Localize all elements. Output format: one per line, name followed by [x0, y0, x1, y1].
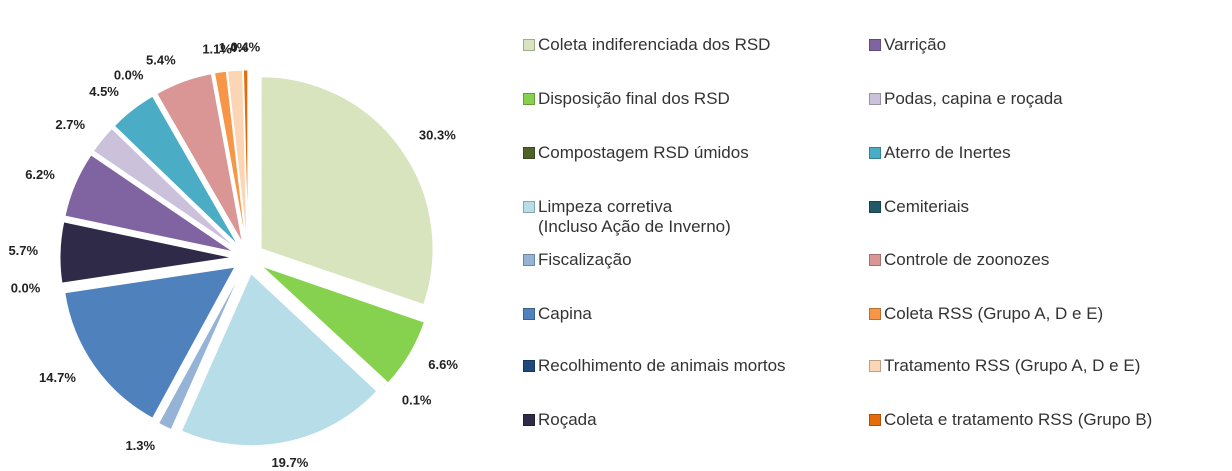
legend-item: Coleta RSS (Grupo A, D e E): [869, 304, 1103, 324]
pie-slice: [261, 265, 426, 384]
data-label: 14.7%: [39, 370, 76, 385]
data-label: 1.1%: [202, 42, 232, 57]
legend-item: Cemiteriais: [869, 197, 969, 217]
legend-swatch: [869, 308, 881, 320]
data-label: 0.0%: [114, 67, 144, 82]
pie-slice: [259, 268, 387, 388]
legend-swatch: [523, 308, 535, 320]
data-label: 0.0%: [11, 281, 41, 296]
legend-item: Recolhimento de animais mortos: [523, 356, 786, 376]
legend-label: Tratamento RSS (Grupo A, D e E): [884, 356, 1141, 375]
data-label: 6.6%: [428, 357, 458, 372]
pie-slice: [59, 221, 233, 284]
pie-slice: [64, 266, 236, 419]
legend-item: Tratamento RSS (Grupo A, D e E): [869, 356, 1140, 376]
pie-slice: [260, 76, 434, 306]
legend-swatch: [869, 93, 881, 105]
legend-label: Limpeza corretiva (Incluso Ação de Inver…: [538, 197, 731, 236]
data-label: 1.4%: [219, 40, 249, 55]
legend-label: Aterro de Inertes: [884, 143, 1011, 162]
legend-swatch: [523, 93, 535, 105]
pie-slice: [226, 69, 248, 243]
pie-slice: [113, 95, 239, 246]
legend-item: Varrição: [869, 35, 946, 55]
legend-item: Limpeza corretiva (Incluso Ação de Inver…: [523, 197, 731, 237]
legend-label: Coleta e tratamento RSS (Grupo B): [884, 410, 1153, 429]
pie-slice: [92, 127, 236, 249]
legend-label: Podas, capina e roçada: [884, 89, 1063, 108]
legend-swatch: [869, 254, 881, 266]
pie-slice: [242, 69, 249, 243]
data-label: 30.3%: [419, 127, 456, 142]
legend-swatch: [869, 360, 881, 372]
legend-swatch: [523, 254, 535, 266]
legend-label: Fiscalização: [538, 250, 632, 269]
legend-label: Capina: [538, 304, 592, 323]
legend-label: Controle de zoonozes: [884, 250, 1050, 269]
legend-item: Disposição final dos RSD: [523, 89, 730, 109]
legend-label: Coleta RSS (Grupo A, D e E): [884, 304, 1104, 323]
pie-slice: [64, 154, 234, 253]
data-label: 5.7%: [8, 243, 38, 258]
data-label: 4.5%: [89, 84, 119, 99]
legend-label: Compostagem RSD úmidos: [538, 143, 749, 162]
data-label: 5.4%: [146, 52, 176, 67]
legend-item: Controle de zoonozes: [869, 250, 1049, 270]
legend-swatch: [523, 147, 535, 159]
pie-chart: 30.3% 6.6% 0.1% 19.7% 1.3% 14.7% 0.0% 5.7% 6.2% 2…: [8, 39, 458, 470]
legend-label: Varrição: [884, 35, 947, 54]
legend-swatch: [523, 201, 535, 213]
data-label: 0.1%: [402, 392, 432, 407]
legend-item: Coleta e tratamento RSS (Grupo B): [869, 410, 1152, 430]
legend-item: Roçada: [523, 410, 597, 430]
legend-item: Fiscalização: [523, 250, 632, 270]
legend-swatch: [869, 414, 881, 426]
data-label: 0.4%: [231, 39, 261, 54]
legend-item: Capina: [523, 304, 592, 324]
legend-label: Cemiteriais: [884, 197, 970, 216]
legend-item: Compostagem RSD úmidos: [523, 143, 749, 163]
legend-label: Roçada: [538, 410, 597, 429]
data-label: 6.2%: [25, 167, 55, 182]
pie-slice: [156, 73, 243, 244]
legend-item: Coleta indiferenciada dos RSD: [523, 35, 770, 55]
data-label: 19.7%: [271, 455, 308, 470]
legend-label: Coleta indiferenciada dos RSD: [538, 35, 771, 54]
legend-swatch: [869, 201, 881, 213]
data-label: 1.3%: [125, 438, 155, 453]
legend-swatch: [523, 414, 535, 426]
legend-swatch: [523, 39, 535, 51]
legend-item: Podas, capina e roçada: [869, 89, 1063, 109]
data-label: 2.7%: [55, 117, 85, 132]
legend-swatch: [869, 147, 881, 159]
pie-slice: [157, 272, 242, 431]
legend-item: Aterro de Inertes: [869, 143, 1011, 163]
pie-slice: [213, 70, 247, 243]
legend-label: Disposição final dos RSD: [538, 89, 730, 108]
legend-label: Recolhimento de animais mortos: [538, 356, 786, 375]
legend-swatch: [869, 39, 881, 51]
legend-swatch: [523, 360, 535, 372]
pie-slice: [180, 272, 378, 447]
